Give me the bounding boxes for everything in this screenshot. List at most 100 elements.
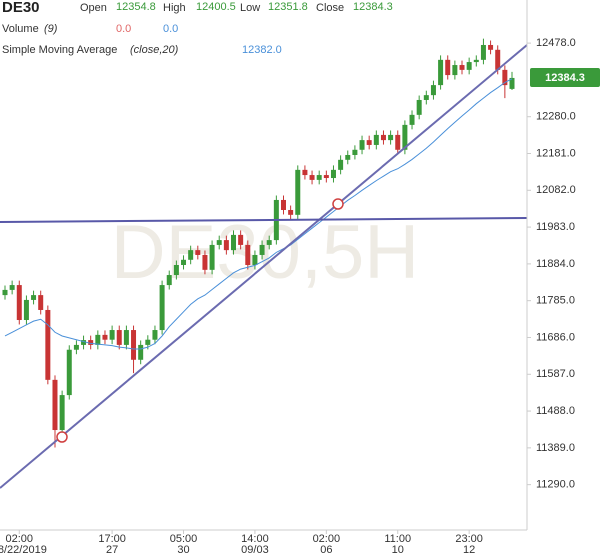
last-price-box <box>530 68 600 87</box>
candle-body <box>309 175 315 180</box>
watermark: DE30,5H <box>111 210 419 295</box>
legend-value: 12354.8 <box>116 1 156 13</box>
candle-body <box>395 134 401 150</box>
candle-body <box>445 59 451 76</box>
x-tick-label: 17:00 <box>98 533 126 545</box>
legend: DE30 Volume (9) 0.0 0.0 Simple Moving Av… <box>2 0 282 56</box>
candle-body <box>45 309 51 380</box>
candle-body <box>373 134 379 145</box>
candle-body <box>352 149 358 155</box>
y-tick-label: 11686.0 <box>536 331 575 343</box>
candle-body <box>338 159 344 170</box>
anchor-point <box>332 198 344 210</box>
candle-body <box>88 340 94 345</box>
candle-body <box>2 289 8 296</box>
indicator-value: 0.0 <box>163 23 178 35</box>
candle-body <box>280 199 286 210</box>
x-tick-label: 12 <box>463 544 475 556</box>
candle-body <box>223 240 229 251</box>
candle-body <box>166 275 172 286</box>
y-tick-label: 11587.0 <box>536 368 575 380</box>
candle-body <box>359 140 365 150</box>
candle-body <box>109 330 115 340</box>
x-tick-label: 10 <box>392 544 404 556</box>
x-tick-label: 23:00 <box>455 533 483 545</box>
y-tick-label: 11290.0 <box>536 479 575 491</box>
candle-body <box>73 344 79 350</box>
y-tick-label: 11389.0 <box>536 442 575 454</box>
candle-body <box>145 339 151 345</box>
x-tick-label: 05:00 <box>170 533 198 545</box>
candle-body <box>438 59 444 86</box>
legend-value: 12351.8 <box>268 1 308 13</box>
candle-body <box>188 250 194 260</box>
candle-body <box>459 65 465 70</box>
candle-body <box>59 395 65 431</box>
candle-body <box>31 295 37 300</box>
y-tick-label: 11488.0 <box>536 405 575 417</box>
candle-body <box>416 99 422 115</box>
candle-body <box>366 140 372 145</box>
candle-body <box>116 330 122 345</box>
candle-body <box>209 244 215 270</box>
candle-body <box>330 169 336 179</box>
candle-body <box>316 175 322 180</box>
candle-body <box>23 299 29 321</box>
candle-body <box>38 295 44 310</box>
candle-body <box>216 240 222 245</box>
candle-body <box>473 59 479 63</box>
plot-area <box>2 38 515 448</box>
candle-body <box>423 95 429 100</box>
x-tick-label: 27 <box>106 544 118 556</box>
candle-body <box>488 44 494 50</box>
y-tick-label: 12478.0 <box>536 37 576 49</box>
indicator-name: Volume <box>2 23 39 35</box>
candle-body <box>302 169 308 176</box>
y-tick-label: 12082.0 <box>536 184 576 196</box>
candle-body <box>52 379 58 431</box>
candle-body <box>231 234 237 251</box>
candle-body <box>173 265 179 276</box>
candle-body <box>266 240 272 245</box>
y-tick-label: 11983.0 <box>536 221 575 233</box>
y-tick-label: 11785.0 <box>536 295 575 307</box>
trend-line <box>0 44 528 489</box>
candle-body <box>480 44 486 60</box>
legend-label: Open <box>80 2 107 14</box>
candle-body <box>195 250 201 255</box>
candle-body <box>202 254 208 270</box>
candle-body <box>288 209 294 215</box>
candle-body <box>16 285 22 321</box>
candle-body <box>138 344 144 360</box>
indicator-value: 0.0 <box>116 23 131 35</box>
candle-body <box>295 169 301 215</box>
candle-body <box>238 234 244 245</box>
legend-label: Low <box>240 2 260 14</box>
candle-body <box>159 285 165 331</box>
candle-body <box>509 77 515 89</box>
anchor-point <box>56 431 68 443</box>
legend-label: High <box>163 2 186 14</box>
candle-body <box>81 340 87 345</box>
candle-body <box>452 65 458 76</box>
candle-body <box>66 349 72 396</box>
indicator-name: Simple Moving Average <box>2 44 117 56</box>
candle-body <box>131 330 137 360</box>
y-tick-label: 12280.0 <box>536 111 576 123</box>
candle-body <box>181 259 187 265</box>
legend-value: 12384.3 <box>353 1 393 13</box>
x-tick-label: 08/22/2019 <box>0 544 47 556</box>
x-tick-label: 06 <box>320 544 332 556</box>
candle-body <box>152 330 158 340</box>
candle-body <box>388 134 394 141</box>
candle-body <box>9 285 15 290</box>
horizontal-line <box>0 217 528 223</box>
candle-body <box>495 49 501 70</box>
candle-body <box>259 244 265 255</box>
candle-body <box>95 334 101 345</box>
candle-body <box>380 134 386 141</box>
legend-label: Close <box>316 2 344 14</box>
indicator-value: 12382.0 <box>242 44 282 56</box>
candle-body <box>102 334 108 340</box>
